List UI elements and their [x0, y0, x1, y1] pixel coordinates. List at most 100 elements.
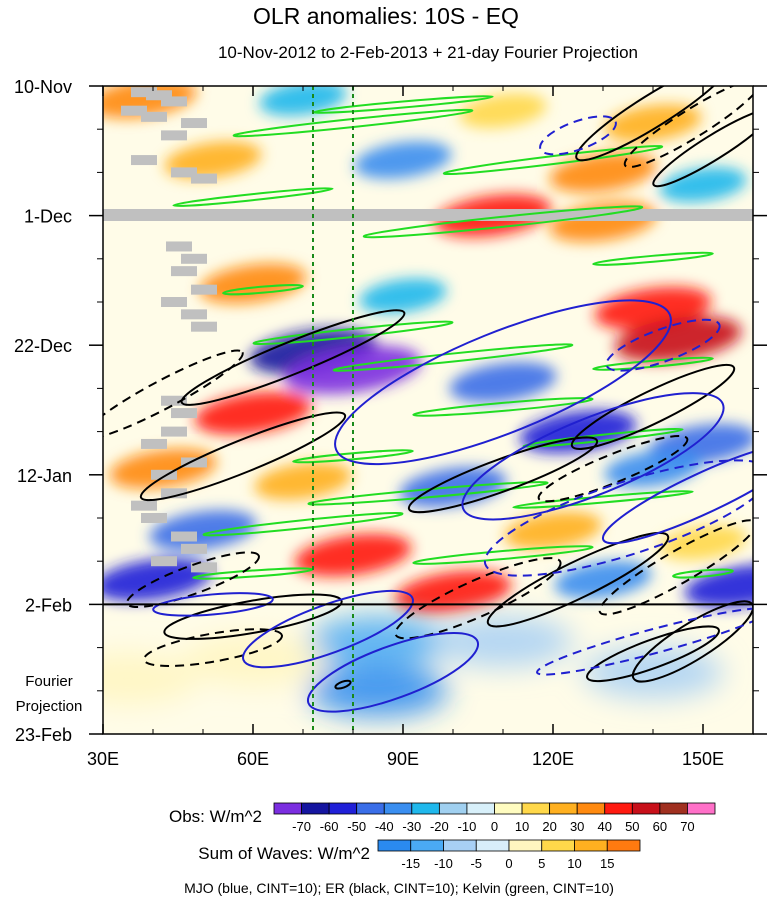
- missing-data-cell: [146, 90, 172, 101]
- missing-data-cell: [166, 241, 192, 252]
- obs-colorbar-swatch: [328, 802, 358, 815]
- anomaly-blob: [504, 511, 602, 550]
- waves-colorbar-label: Sum of Waves: W/m^2: [198, 844, 370, 863]
- y-tick-label: 10-Nov: [14, 77, 72, 97]
- mjo-contour: [461, 392, 725, 521]
- anomaly-blob: [308, 664, 448, 717]
- missing-data-cell: [141, 438, 167, 449]
- obs-colorbar-swatch: [383, 802, 413, 815]
- anomaly-blob: [103, 86, 197, 119]
- er-contour: [623, 86, 753, 169]
- missing-data-band: [103, 209, 753, 221]
- waves-colorbar-swatch: [606, 839, 641, 852]
- x-tick-label: 60E: [237, 749, 269, 769]
- missing-data-cell: [191, 562, 217, 573]
- anomaly-blob: [554, 560, 652, 599]
- waves-colorbar-level-label: 10: [567, 856, 581, 871]
- obs-colorbar-level-label: 10: [515, 819, 529, 834]
- obs-colorbar-swatch: [356, 802, 385, 815]
- x-tick-label: 120E: [532, 749, 574, 769]
- missing-data-cell: [161, 130, 187, 141]
- waves-colorbar-level-label: 0: [505, 856, 512, 871]
- anomaly-blob: [614, 316, 742, 362]
- obs-colorbar-swatch: [604, 802, 633, 815]
- er-contour: [139, 411, 347, 502]
- anomaly-blob: [583, 646, 723, 699]
- kelvin-contour: [592, 251, 714, 266]
- missing-data-cell: [171, 266, 197, 277]
- obs-colorbar-level-label: 0: [491, 819, 498, 834]
- missing-data-cell: [191, 321, 217, 332]
- kelvin-contour: [362, 205, 644, 239]
- mjo-contour: [539, 115, 617, 156]
- missing-data-cell: [191, 284, 217, 295]
- chart-subtitle: 10-Nov-2012 to 2-Feb-2013 + 21-day Fouri…: [218, 43, 638, 62]
- er-contour: [180, 309, 406, 406]
- missing-data-cell: [131, 87, 157, 98]
- waves-colorbar: -15 -10 -5 0 5 10 15: [377, 839, 641, 871]
- waves-colorbar-swatch: [443, 839, 477, 852]
- waves-colorbar-swatch: [377, 839, 412, 852]
- kelvin-contour: [412, 397, 594, 417]
- er-contour: [575, 86, 731, 162]
- obs-colorbar-level-label: 70: [680, 819, 694, 834]
- kelvin-contour: [512, 490, 694, 509]
- y-tick-label: 22-Dec: [14, 336, 72, 356]
- kelvin-contour: [332, 343, 574, 372]
- mjo-contour: [334, 299, 672, 466]
- anomaly-blob: [549, 152, 657, 193]
- anomaly-blob: [659, 167, 747, 203]
- mjo-contour: [306, 631, 480, 713]
- missing-data-cell: [141, 111, 167, 122]
- missing-data-cell: [171, 167, 197, 178]
- er-contour: [394, 557, 562, 640]
- anomaly-blob: [459, 93, 547, 129]
- anomaly-blob: [259, 86, 347, 116]
- missing-data-cell: [161, 488, 187, 499]
- anomaly-blob: [449, 362, 557, 403]
- mjo-contour: [601, 442, 753, 545]
- y-tick-label: 12-Jan: [17, 466, 72, 486]
- missing-data-cell: [151, 469, 177, 480]
- waves-colorbar-level-label: -15: [401, 856, 420, 871]
- kelvin-contour: [442, 145, 664, 176]
- missing-data-cell: [171, 531, 197, 542]
- anomaly-blob: [183, 633, 323, 686]
- missing-data-cell: [181, 118, 207, 129]
- mjo-contour: [483, 459, 753, 577]
- y-tick-label: 1-Dec: [24, 207, 72, 227]
- waves-colorbar-swatch: [410, 839, 444, 852]
- projected-anomaly-field: [103, 615, 723, 717]
- mjo-contours: [152, 115, 753, 713]
- er-contours: [103, 86, 753, 690]
- obs-colorbar-swatch: [659, 802, 688, 815]
- missing-data-cell: [181, 543, 207, 554]
- mjo-contour: [242, 589, 414, 669]
- mjo-contour: [152, 592, 274, 617]
- kelvin-contour: [592, 356, 714, 371]
- obs-colorbar-swatch: [438, 802, 468, 815]
- plot-frame: [102, 85, 754, 735]
- waves-colorbar-level-label: 5: [538, 856, 545, 871]
- obs-colorbar-level-label: -70: [292, 819, 311, 834]
- er-contour: [103, 349, 244, 440]
- missing-data-cell: [141, 513, 167, 523]
- wave-legend: MJO (blue, CINT=10); ER (black, CINT=10)…: [184, 880, 614, 896]
- anomaly-blob: [354, 141, 452, 179]
- missing-data-cell: [131, 155, 157, 166]
- er-contour: [652, 108, 753, 188]
- chart-title: OLR anomalies: 10S - EQ: [253, 3, 519, 29]
- obs-colorbar-level-label: -40: [375, 819, 394, 834]
- missing-data-cell: [161, 297, 187, 307]
- obs-colorbar-swatch: [466, 802, 495, 815]
- anomaly-blob: [308, 615, 448, 668]
- missing-data-cell: [181, 253, 207, 264]
- anomaly-blob: [433, 615, 573, 668]
- er-contour: [586, 625, 720, 683]
- obs-colorbar-level-label: 40: [598, 819, 612, 834]
- obs-colorbar-level-label: -60: [320, 819, 339, 834]
- missing-data-cell: [171, 408, 197, 419]
- obs-colorbar-level-label: 50: [625, 819, 639, 834]
- er-contour: [143, 628, 283, 667]
